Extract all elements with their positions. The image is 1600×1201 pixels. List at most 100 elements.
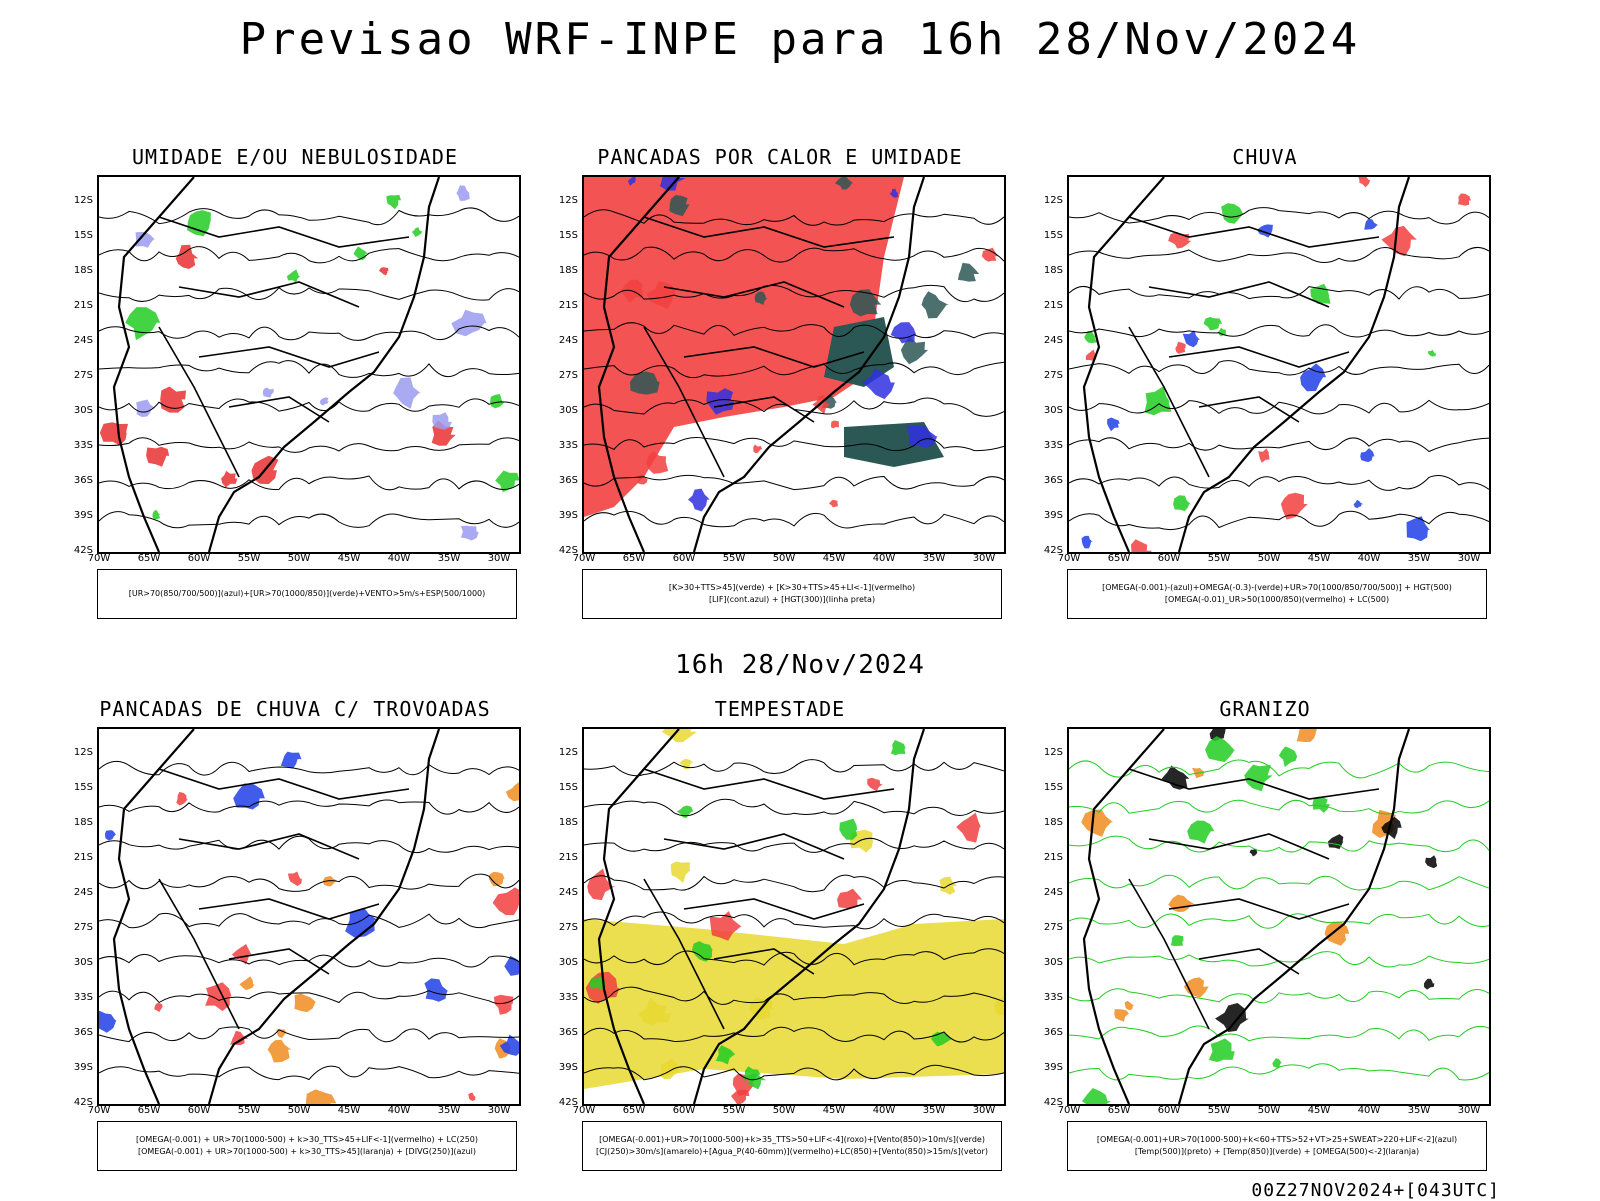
contour-line [1069,835,1489,853]
panel-chuva: CHUVA 12S 15S 18S 21S 24S 27S 30S 33S 36S 39S 42S 70… [1025,145,1505,645]
field-blob [837,888,863,909]
field-blob [495,470,519,493]
lon-tick-label: 35W [437,553,461,564]
contour-line [1069,913,1489,929]
lon-tick-label: 70W [87,1105,111,1116]
coastline [1082,177,1411,552]
lon-tick-label: 35W [922,1105,946,1116]
contour-line [584,948,1004,966]
contour-line [584,911,1004,930]
lat-tick-label: 27S [73,370,93,381]
lon-tick-label: 45W [822,1105,846,1116]
contour-lines [584,759,1004,1081]
lat-tick-label: 30S [558,405,578,416]
field-blob [1168,894,1196,912]
lon-tick-label: 45W [1307,1105,1331,1116]
field-blob [742,1066,761,1082]
lon-tick-label: 50W [772,1105,796,1116]
field-blob [386,195,401,210]
field-blob [1107,417,1120,432]
lat-tick-label: 12S [73,195,93,206]
legend-line: [Temp(500)](preto) + [Temp(850)](verde) … [1134,1147,1420,1156]
field-blob [136,399,156,417]
field-blob [1084,331,1097,344]
field-blob [1458,193,1471,206]
contour-line [99,760,519,776]
lat-tick-label: 27S [558,370,578,381]
panel-pancadas-calor: PANCADAS POR CALOR E UMIDADE 12S 15S 18S 21S… [540,145,1020,645]
field-blob [99,1010,117,1033]
panel-title: CHUVA [1232,145,1298,169]
field-blob [146,446,170,467]
field-blob [1428,349,1437,357]
field-blob [286,269,301,283]
field-blob [906,425,938,448]
map-frame [1067,175,1491,554]
panel-tempestade: TEMPESTADE 12S 15S 18S 21S 24S 27S 30S 33S 36S 39S… [540,697,1020,1197]
lat-tick-label: 33S [73,440,93,451]
field-blob [1364,218,1379,230]
field-blob [921,291,949,319]
coastline [112,177,441,552]
map-svg [99,177,519,552]
lat-tick-label: 24S [1043,335,1063,346]
contour-line [1069,874,1489,891]
coastline [112,729,441,1104]
field-blob [1205,736,1235,762]
lon-tick-label: 40W [1357,553,1381,564]
contour-line [584,246,1004,263]
lat-tick-label: 12S [558,747,578,758]
field-blob [835,177,854,190]
field-blob [353,246,369,261]
panel-title: GRANIZO [1219,697,1311,721]
lat-tick-label: 15S [73,230,93,241]
field-blob [831,420,840,429]
field-blob [754,291,768,306]
field-blob [1209,729,1226,742]
panel-title: PANCADAS DE CHUVA C/ TROVOADAS [99,697,491,721]
field-shading [1081,729,1438,1104]
lon-tick-label: 55W [1207,553,1231,564]
field-blob [490,394,505,409]
lat-tick-label: 18S [558,817,578,828]
field-blob [669,195,690,217]
lon-tick-label: 40W [872,1105,896,1116]
lon-tick-label: 65W [1107,1105,1131,1116]
field-blob [505,782,519,802]
field-blob [1381,225,1417,257]
field-blob [1258,448,1270,463]
lat-tick-label: 39S [73,1062,93,1073]
lon-tick-label: 40W [1357,1105,1381,1116]
field-blob [692,941,713,962]
field-blob [99,422,128,446]
field-blob [411,227,423,237]
field-blob [135,231,155,248]
map-svg [99,729,519,1104]
lat-tick-label: 39S [558,510,578,521]
lat-tick-label: 15S [1043,230,1063,241]
contour-line [99,207,519,226]
lon-tick-label: 30W [487,553,511,564]
field-blob [175,244,199,269]
field-blob [889,188,899,198]
map-svg [1069,177,1489,552]
field-blob [661,729,697,743]
lat-tick-label: 30S [558,957,578,968]
lat-tick-label: 12S [1043,195,1063,206]
lat-tick-label: 15S [73,782,93,793]
field-blob [1203,317,1223,331]
field-blob [839,818,858,840]
contour-line [99,325,519,341]
lat-tick-label: 21S [558,300,578,311]
contour-line [99,990,519,1005]
field-blob [812,395,831,415]
legend-line: [OMEGA(-0.001)+UR>70(1000-500)+k<60+TTS>… [1096,1135,1458,1144]
map-frame [582,175,1006,554]
lon-tick-label: 45W [337,553,361,564]
contour-lines [584,209,1004,529]
contour-line [584,474,1004,491]
lat-tick-label: 15S [558,782,578,793]
lat-tick-label: 33S [1043,440,1063,451]
lon-tick-label: 60W [672,553,696,564]
field-blob [456,185,470,201]
